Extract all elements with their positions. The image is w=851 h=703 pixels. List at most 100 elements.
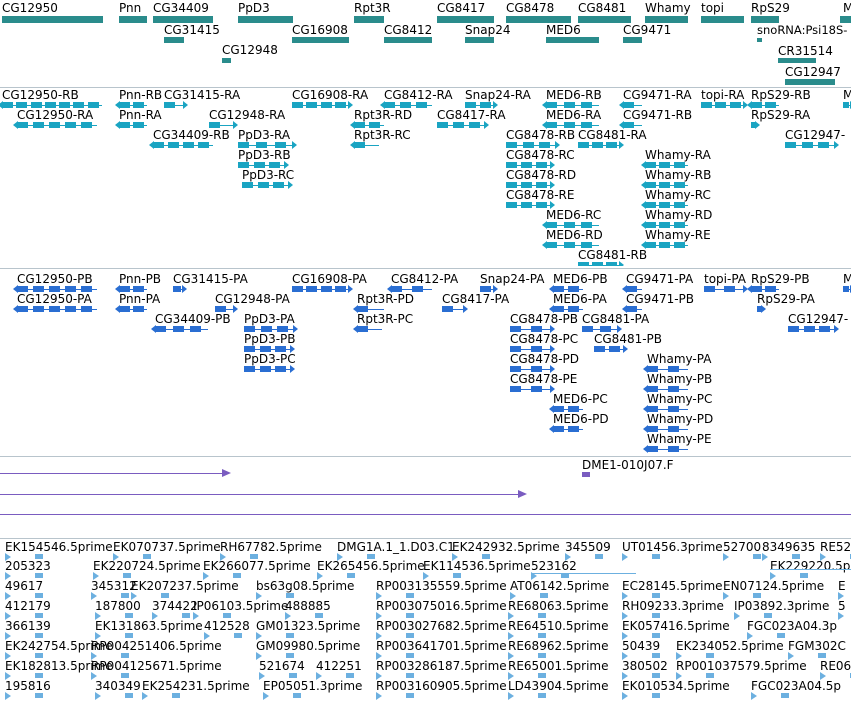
est-feature[interactable]	[5, 592, 11, 600]
est-feature[interactable]	[723, 553, 729, 561]
gene-feature[interactable]	[465, 37, 494, 43]
est-feature[interactable]	[747, 632, 753, 640]
clone-feature[interactable]	[0, 473, 222, 474]
est-label[interactable]: RP003075016.5prime	[376, 599, 507, 613]
est-label[interactable]: 374422	[152, 599, 198, 613]
est-label[interactable]: RP003027682.5prime	[376, 619, 507, 633]
transcript-label[interactable]: CG8412-RA	[384, 88, 453, 102]
est-feature[interactable]	[734, 612, 740, 620]
transcript-label[interactable]: CG8481-RA	[578, 128, 647, 142]
est-label[interactable]: RE64510.5prime	[508, 619, 609, 633]
transcript-label[interactable]: CG12947-	[785, 128, 846, 142]
est-label[interactable]: RP003641701.5prime	[376, 639, 507, 653]
est-label[interactable]: 412528	[204, 619, 250, 633]
transcript-label[interactable]: CG8478-RD	[506, 168, 577, 182]
est-label[interactable]: GM01323.5prime	[256, 619, 361, 633]
est-feature[interactable]	[93, 572, 99, 580]
est-label[interactable]: EK242932.5prime	[452, 540, 560, 554]
protein-label[interactable]: Whamy-PA	[647, 352, 712, 366]
gene-label[interactable]: MED6	[546, 23, 581, 37]
gene-feature[interactable]	[623, 37, 642, 43]
est-label[interactable]: EK254231.5prime	[142, 679, 250, 693]
transcript-label[interactable]: Snap24-RA	[465, 88, 531, 102]
transcript-label[interactable]: CG8478-RE	[506, 188, 575, 202]
gene-label[interactable]: CG12947	[785, 65, 841, 79]
protein-label[interactable]: Whamy-PD	[647, 412, 714, 426]
gene-feature[interactable]	[785, 79, 835, 85]
est-feature[interactable]	[113, 553, 119, 561]
gene-feature[interactable]	[153, 16, 213, 23]
est-label[interactable]: RE06	[820, 659, 851, 673]
transcript-label[interactable]: M	[843, 88, 851, 102]
transcript-label[interactable]: CG8481-RB	[578, 248, 648, 262]
est-feature[interactable]	[508, 612, 514, 620]
est-feature[interactable]	[622, 692, 628, 700]
protein-label[interactable]: Pnn-PA	[119, 292, 161, 306]
est-label[interactable]: 8349635	[762, 540, 816, 554]
gene-feature[interactable]	[645, 16, 688, 23]
protein-label[interactable]: CG8481-PA	[582, 312, 650, 326]
est-label[interactable]: EP05051.3prime	[263, 679, 363, 693]
est-label[interactable]: EK207237.5prime	[131, 579, 239, 593]
est-feature[interactable]	[565, 553, 571, 561]
gene-label[interactable]: RpS29	[751, 1, 790, 15]
protein-label[interactable]: CG8478-PB	[510, 312, 579, 326]
protein-label[interactable]: CG8417-PA	[442, 292, 510, 306]
est-feature[interactable]	[508, 692, 514, 700]
est-span-line[interactable]	[531, 573, 636, 574]
transcript-label[interactable]: CG12948-RA	[209, 108, 286, 122]
est-feature[interactable]	[452, 553, 458, 561]
est-feature[interactable]	[508, 652, 514, 660]
transcript-label[interactable]: CG8478-RC	[506, 148, 575, 162]
est-label[interactable]: GM09980.5prime	[256, 639, 361, 653]
protein-label[interactable]: CG12947-	[788, 312, 849, 326]
gene-label[interactable]: Pnn	[119, 1, 142, 15]
gene-feature[interactable]	[757, 38, 762, 42]
est-label[interactable]: FGM302C	[788, 639, 846, 653]
est-feature[interactable]	[263, 692, 269, 700]
gene-label[interactable]: CG16908	[292, 23, 348, 37]
est-feature[interactable]	[256, 592, 262, 600]
est-label[interactable]: RP004251406.5prime	[91, 639, 222, 653]
est-feature[interactable]	[622, 652, 628, 660]
protein-label[interactable]: CG8481-PB	[594, 332, 663, 346]
est-label[interactable]: 52700	[723, 540, 762, 554]
transcript-label[interactable]: PpD3-RC	[242, 168, 295, 182]
protein-label[interactable]: Rpt3R-PC	[357, 312, 414, 326]
est-feature[interactable]	[531, 572, 537, 580]
protein-label[interactable]: MED6-PB	[553, 272, 608, 286]
transcript-label[interactable]: topi-RA	[701, 88, 745, 102]
protein-label[interactable]: CG8412-PA	[391, 272, 459, 286]
gene-label[interactable]: CG12950	[2, 1, 58, 15]
gene-label[interactable]: CG12948	[222, 43, 278, 57]
gene-label[interactable]: CG8481	[578, 1, 627, 15]
clone-label[interactable]: DME1-010J07.F	[582, 458, 674, 472]
est-label[interactable]: UT01456.3prime	[622, 540, 723, 554]
gene-label[interactable]: M	[843, 1, 851, 15]
protein-label[interactable]: MED6-PA	[553, 292, 607, 306]
est-feature[interactable]	[762, 553, 768, 561]
est-feature[interactable]	[788, 652, 794, 660]
protein-label[interactable]: CG31415-PA	[173, 272, 248, 286]
est-label[interactable]: FGC023A04.5p	[751, 679, 842, 693]
est-feature[interactable]	[676, 652, 682, 660]
transcript-label[interactable]: MED6-RB	[546, 88, 602, 102]
gene-label[interactable]: CG8412	[384, 23, 433, 37]
protein-feature[interactable]	[357, 309, 384, 310]
gene-feature[interactable]	[578, 16, 631, 23]
transcript-label[interactable]: RpS29-RA	[751, 108, 811, 122]
est-feature[interactable]	[622, 592, 628, 600]
transcript-label[interactable]: CG12950-RB	[2, 88, 79, 102]
transcript-feature[interactable]	[354, 145, 379, 146]
est-label[interactable]: RE65001.5prime	[508, 659, 609, 673]
est-label[interactable]: RP001037579.5prime	[676, 659, 807, 673]
est-label[interactable]: 366139	[5, 619, 51, 633]
protein-label[interactable]: topi-PA	[704, 272, 747, 286]
gene-label[interactable]: CG34409	[153, 1, 209, 15]
transcript-label[interactable]: PpD3-RB	[238, 148, 291, 162]
est-feature[interactable]	[723, 592, 729, 600]
est-feature[interactable]	[95, 632, 101, 640]
transcript-label[interactable]: Pnn-RA	[119, 108, 162, 122]
est-feature[interactable]	[622, 553, 628, 561]
est-feature[interactable]	[95, 692, 101, 700]
